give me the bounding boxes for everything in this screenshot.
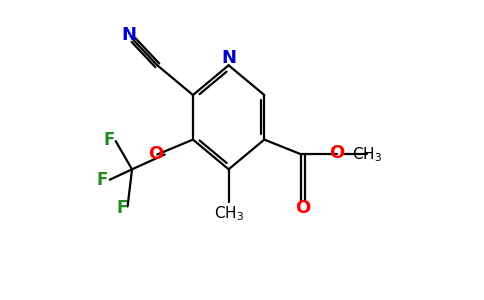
Text: O: O [295,199,311,217]
Text: N: N [121,26,136,44]
Text: CH$_3$: CH$_3$ [213,205,244,223]
Text: O: O [148,146,164,164]
Text: CH$_3$: CH$_3$ [352,145,382,164]
Text: F: F [104,130,115,148]
Text: O: O [330,144,345,162]
Text: F: F [97,171,108,189]
Text: N: N [221,49,236,67]
Text: F: F [117,199,128,217]
